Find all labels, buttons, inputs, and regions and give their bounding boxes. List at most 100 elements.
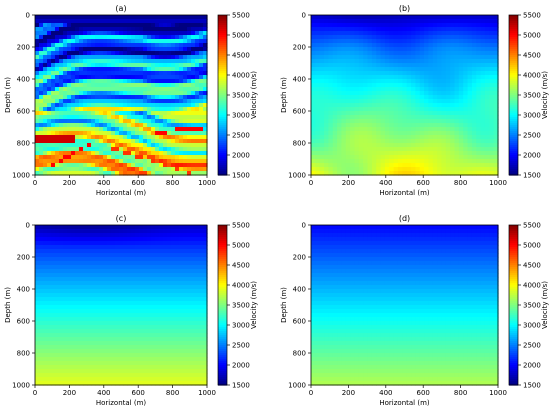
heatmap-cell xyxy=(476,127,482,132)
heatmap-cell xyxy=(441,35,447,40)
heatmap-cell xyxy=(489,43,495,48)
heatmap-cell xyxy=(341,91,347,96)
heatmap-cell xyxy=(419,115,425,120)
heatmap-cell xyxy=(203,321,208,326)
heatmap-cell xyxy=(55,43,60,48)
heatmap-cell xyxy=(115,43,120,48)
heatmap-cell xyxy=(43,281,48,286)
heatmap-cell xyxy=(67,249,72,254)
heatmap-cell xyxy=(354,127,360,132)
heatmap-cell xyxy=(191,43,196,48)
heatmap-cell xyxy=(67,167,72,172)
heatmap-cell xyxy=(341,31,347,36)
heatmap-cell xyxy=(135,103,140,108)
heatmap-cell xyxy=(155,269,160,274)
heatmap-cell xyxy=(315,63,321,68)
heatmap-cell xyxy=(111,75,116,80)
heatmap-cell xyxy=(39,79,44,84)
heatmap-cell xyxy=(35,229,40,234)
heatmap-cell xyxy=(467,139,473,144)
heatmap-cell xyxy=(99,317,104,322)
colorbar-segment xyxy=(218,119,227,122)
heatmap-cell xyxy=(91,329,96,334)
heatmap-cell xyxy=(171,225,176,230)
heatmap-cell xyxy=(87,313,92,318)
heatmap-cell xyxy=(315,119,321,124)
heatmap-cell xyxy=(123,329,128,334)
heatmap-cell xyxy=(315,163,321,168)
heatmap-cell xyxy=(143,63,148,68)
heatmap-cell xyxy=(51,285,56,290)
heatmap-cell xyxy=(389,63,395,68)
heatmap-cell xyxy=(135,79,140,84)
heatmap-cell xyxy=(424,119,430,124)
heatmap-cell xyxy=(159,143,164,148)
heatmap-cell xyxy=(163,71,168,76)
heatmap-cell xyxy=(203,241,208,246)
heatmap-cell xyxy=(389,167,395,172)
heatmap-cell xyxy=(87,59,92,64)
heatmap-cell xyxy=(99,313,104,318)
heatmap-cell xyxy=(380,155,386,160)
heatmap-cell xyxy=(147,95,152,100)
heatmap-cell xyxy=(328,63,334,68)
heatmap-cell xyxy=(419,51,425,56)
heatmap-cell xyxy=(480,79,486,84)
heatmap-cell xyxy=(143,59,148,64)
heatmap-cell xyxy=(376,119,382,124)
heatmap-cell xyxy=(43,337,48,342)
heatmap-cell xyxy=(83,241,88,246)
heatmap-cell xyxy=(99,249,104,254)
heatmap-cell xyxy=(99,119,104,124)
heatmap-cell xyxy=(171,43,176,48)
heatmap-cell xyxy=(35,107,40,112)
heatmap-cell xyxy=(384,31,390,36)
heatmap-cell xyxy=(51,277,56,282)
heatmap-cell xyxy=(143,115,148,120)
heatmap-cell xyxy=(324,143,329,148)
heatmap-cell xyxy=(358,147,364,152)
heatmap-cell xyxy=(71,139,76,144)
heatmap-cell xyxy=(167,107,172,112)
heatmap-cell xyxy=(63,293,68,298)
heatmap-cell xyxy=(187,321,192,326)
heatmap-cell xyxy=(199,261,204,266)
heatmap-cell xyxy=(183,249,188,254)
heatmap-cell xyxy=(437,91,443,96)
heatmap-cell xyxy=(424,95,430,100)
heatmap-cell xyxy=(47,261,52,266)
heatmap-cell xyxy=(43,71,48,76)
heatmap-cell xyxy=(183,241,188,246)
heatmap-cell xyxy=(143,241,148,246)
heatmap-cell xyxy=(147,55,152,60)
heatmap-cell xyxy=(393,63,399,68)
heatmap-cell xyxy=(91,321,96,326)
heatmap-cell xyxy=(115,257,120,262)
heatmap-cell xyxy=(179,139,184,144)
heatmap-cell xyxy=(127,289,132,294)
heatmap-cell xyxy=(319,67,325,72)
heatmap-cell xyxy=(119,229,124,234)
heatmap-cell xyxy=(131,43,136,48)
heatmap-cell xyxy=(79,147,84,152)
heatmap-cell xyxy=(393,23,399,28)
heatmap-cell xyxy=(311,75,316,80)
heatmap-cell xyxy=(35,95,40,100)
heatmap-cell xyxy=(143,83,148,88)
heatmap-cell xyxy=(155,159,160,164)
heatmap-cell xyxy=(71,317,76,322)
heatmap-cell xyxy=(199,297,204,302)
heatmap-cell xyxy=(111,273,116,278)
heatmap-cell xyxy=(195,75,200,80)
heatmap-cell xyxy=(111,131,116,136)
heatmap-cell xyxy=(67,19,72,24)
heatmap-cell xyxy=(380,63,386,68)
heatmap-cell xyxy=(450,115,456,120)
heatmap-cell xyxy=(380,39,386,44)
heatmap-cell xyxy=(415,59,421,64)
heatmap-cell xyxy=(441,111,447,116)
heatmap-cell xyxy=(319,71,325,76)
heatmap-cell xyxy=(75,293,80,298)
heatmap-cell xyxy=(111,115,116,120)
heatmap-cell xyxy=(402,115,408,120)
